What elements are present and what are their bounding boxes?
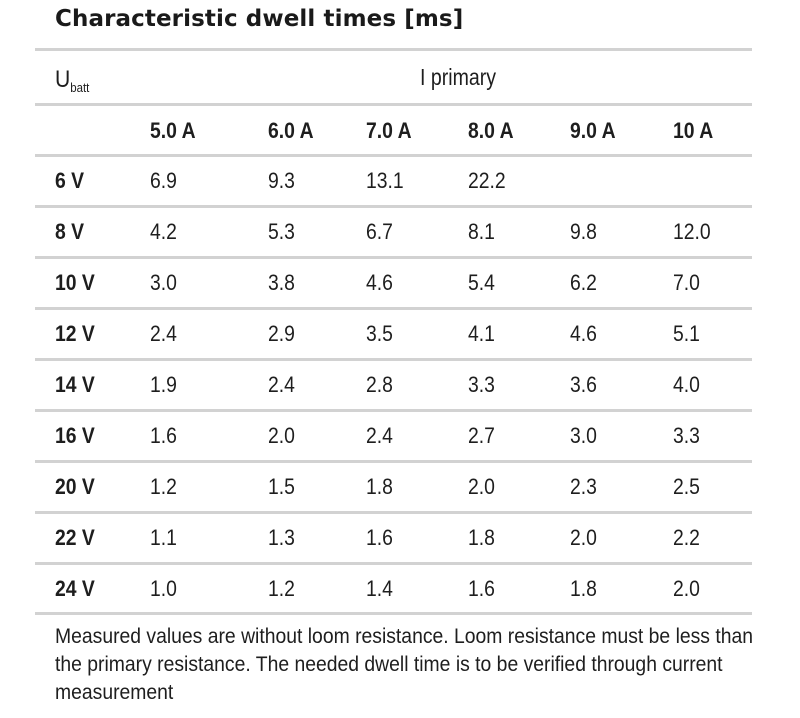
table-cell: 2.4 (268, 372, 295, 397)
table-cell: 2.0 (570, 525, 597, 550)
table-cell: 22.2 (468, 168, 506, 193)
footnote: Measured values are without loom resista… (55, 624, 754, 704)
table-cell: 3.8 (268, 270, 295, 295)
row-label: 20 V (55, 474, 95, 499)
table-cell: 6.7 (366, 219, 393, 244)
table-rule (35, 612, 752, 615)
table-title: Characteristic dwell times [ms] (55, 6, 464, 32)
table-rule (35, 307, 752, 310)
row-label: 12 V (55, 321, 95, 346)
table-cell: 12.0 (673, 219, 711, 244)
row-label: 24 V (55, 576, 95, 601)
table-cell: 1.6 (366, 525, 393, 550)
table-cell: 2.9 (268, 321, 295, 346)
table-cell: 1.2 (268, 576, 295, 601)
table-cell: 1.8 (366, 474, 393, 499)
voltage-header: Ubatt (55, 66, 89, 95)
table-cell: 2.0 (673, 576, 700, 601)
table-rule (35, 103, 752, 106)
table-cell: 5.3 (268, 219, 295, 244)
table-cell: 2.8 (366, 372, 393, 397)
table-cell: 3.5 (366, 321, 393, 346)
table-cell: 5.4 (468, 270, 495, 295)
table-cell: 6.9 (150, 168, 177, 193)
voltage-header-sub: batt (70, 80, 90, 95)
table-cell: 4.2 (150, 219, 177, 244)
table-cell: 6.2 (570, 270, 597, 295)
table-cell: 2.3 (570, 474, 597, 499)
table-cell: 2.5 (673, 474, 700, 499)
table-cell: 4.1 (468, 321, 495, 346)
row-label: 22 V (55, 525, 95, 550)
table-cell: 2.2 (673, 525, 700, 550)
table-cell: 1.8 (570, 576, 597, 601)
table-cell: 1.1 (150, 525, 177, 550)
table-cell: 1.4 (366, 576, 393, 601)
table-rule (35, 562, 752, 565)
table-rule (35, 205, 752, 208)
row-label: 16 V (55, 423, 95, 448)
column-header: 9.0 A (570, 118, 616, 143)
table-cell: 5.1 (673, 321, 700, 346)
table-rule (35, 460, 752, 463)
table-cell: 1.6 (150, 423, 177, 448)
row-label: 14 V (55, 372, 95, 397)
table-cell: 3.0 (570, 423, 597, 448)
column-header: 10 A (673, 118, 714, 143)
table-cell: 3.3 (673, 423, 700, 448)
row-label: 6 V (55, 168, 85, 193)
table-cell: 8.1 (468, 219, 495, 244)
table-cell: 1.8 (468, 525, 495, 550)
column-header: 7.0 A (366, 118, 412, 143)
table-cell: 3.3 (468, 372, 495, 397)
table-rule (35, 154, 752, 157)
table-rule (35, 409, 752, 412)
table-cell: 1.6 (468, 576, 495, 601)
table-cell: 1.0 (150, 576, 177, 601)
table-cell: 3.0 (150, 270, 177, 295)
row-label: 8 V (55, 219, 85, 244)
row-label: 10 V (55, 270, 95, 295)
table-rule (35, 511, 752, 514)
voltage-header-main: U (55, 66, 71, 93)
table-cell: 4.0 (673, 372, 700, 397)
column-header: 8.0 A (468, 118, 514, 143)
table-cell: 2.0 (468, 474, 495, 499)
table-cell: 1.3 (268, 525, 295, 550)
table-cell: 2.0 (268, 423, 295, 448)
table-rule (35, 358, 752, 361)
current-group-header: I primary (420, 64, 497, 90)
table-cell: 9.3 (268, 168, 295, 193)
table-rule (35, 256, 752, 259)
table-cell: 3.6 (570, 372, 597, 397)
table-cell: 1.5 (268, 474, 295, 499)
table-cell: 13.1 (366, 168, 404, 193)
column-header: 5.0 A (150, 118, 196, 143)
table-cell: 2.7 (468, 423, 495, 448)
table-cell: 4.6 (570, 321, 597, 346)
table-cell: 1.9 (150, 372, 177, 397)
table-cell: 2.4 (150, 321, 177, 346)
table-cell: 9.8 (570, 219, 597, 244)
table-rule (35, 48, 752, 51)
column-header: 6.0 A (268, 118, 314, 143)
table-cell: 2.4 (366, 423, 393, 448)
table-cell: 1.2 (150, 474, 177, 499)
table-cell: 4.6 (366, 270, 393, 295)
table-cell: 7.0 (673, 270, 700, 295)
